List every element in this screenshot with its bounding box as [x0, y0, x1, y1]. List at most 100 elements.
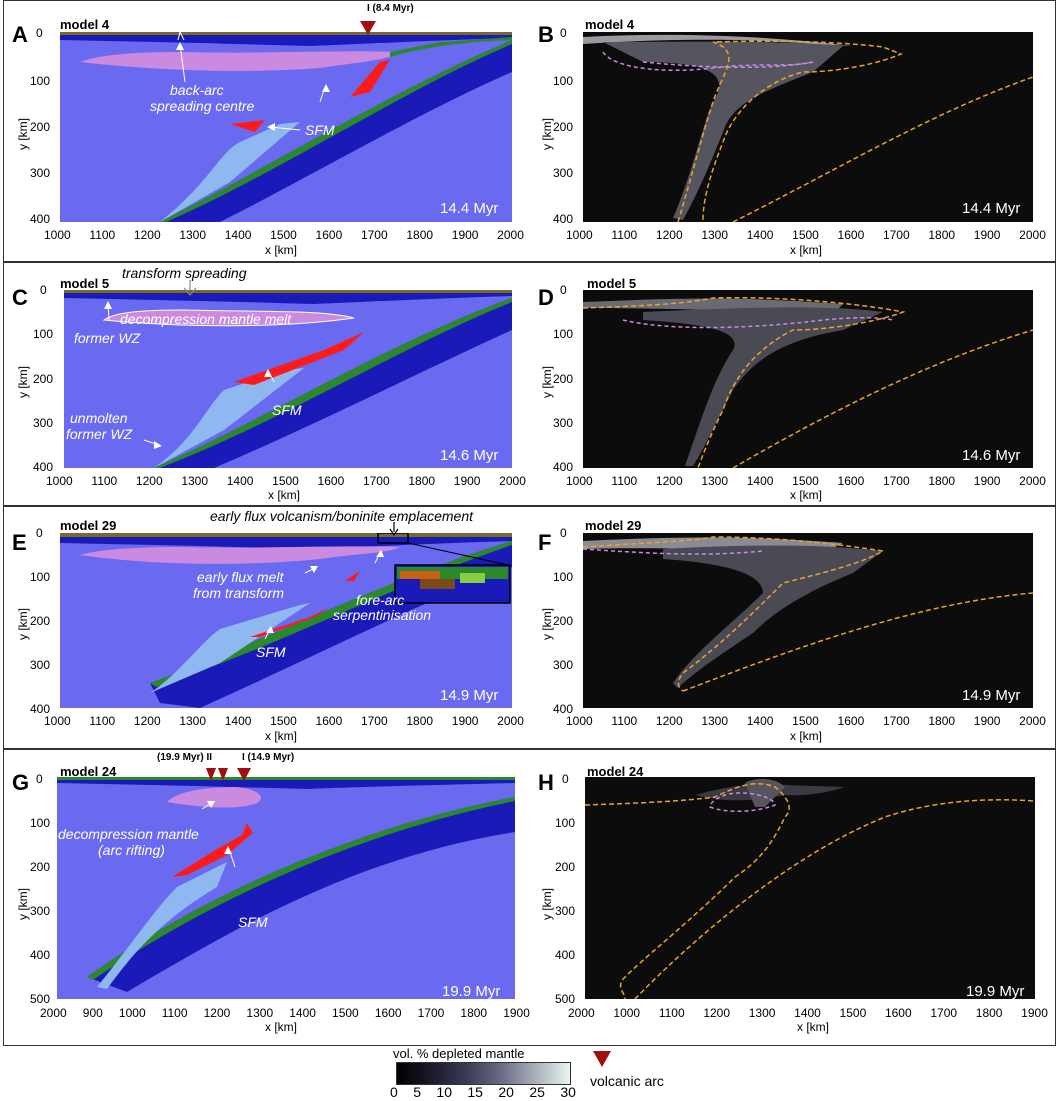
model-label-g: model 24: [60, 764, 117, 779]
xtick: 1100: [611, 228, 638, 242]
xtick: 1900: [503, 1006, 530, 1020]
ytick-b-1: 100: [553, 74, 574, 88]
ylabel-h: y [km]: [540, 888, 554, 920]
arrow-e-flux: [389, 522, 399, 536]
ytick-a-4: 400: [30, 212, 51, 226]
xlabel-e: x [km]: [265, 729, 297, 743]
xlabel-b: x [km]: [790, 243, 822, 257]
ylabel-f: y [km]: [540, 608, 554, 640]
model-label-h: model 24: [587, 764, 644, 779]
xtick: 1700: [417, 1006, 445, 1020]
xtick: 1000: [566, 714, 593, 728]
ytick-e-3: 300: [30, 658, 51, 672]
ytick-b-4: 400: [553, 212, 574, 226]
xtick: 1500: [270, 714, 297, 728]
panel-e-plot: [60, 533, 512, 708]
time-b: 14.4 Myr: [962, 200, 1021, 217]
time-h: 19.9 Myr: [966, 983, 1025, 1000]
cb-tick: 20: [498, 1084, 514, 1100]
xtick: 1300: [748, 1006, 776, 1020]
xtick: 1400: [746, 228, 774, 242]
model-label-f: model 29: [585, 518, 642, 533]
ytick-f-2: 200: [553, 614, 574, 628]
xlabel-a: x [km]: [265, 243, 297, 257]
time-a: 14.4 Myr: [440, 200, 499, 217]
ann-e-transform: from transform: [193, 585, 285, 601]
xtick: 1500: [270, 228, 297, 242]
xtick: 1200: [133, 228, 161, 242]
panel-c-plot: [64, 290, 512, 468]
xticks-h: 2000 1000 1100 1200 1300 1400 1500 1600 1700 1800…: [568, 1006, 1048, 1020]
model-label-d: model 5: [587, 276, 637, 291]
arc-label-g-ii: (19.9 Myr) II: [157, 752, 213, 763]
xtick: 1800: [406, 714, 434, 728]
arc-label-g-i: I (14.9 Myr): [242, 752, 295, 763]
xtick: 1000: [613, 1006, 641, 1020]
xtick: 2000: [40, 1006, 67, 1020]
panel-d-plot: [583, 290, 1033, 468]
panel-h-plot: [585, 777, 1035, 999]
xtick: 1800: [928, 714, 956, 728]
panel-letter-h: H: [538, 770, 554, 795]
ytick-e-0: 0: [36, 526, 43, 540]
xtick: 1900: [973, 228, 1001, 242]
xticks-a: 1000 1100 1200 1300 1400 1500 1600 1700 1800 1900…: [44, 228, 524, 242]
panel-letter-b: B: [538, 22, 554, 47]
xtick: 1700: [930, 1006, 958, 1020]
ytick-d-2: 200: [553, 372, 574, 386]
ytick-c-0: 0: [40, 283, 47, 297]
xtick: 1700: [882, 714, 910, 728]
ann-g-rifting: (arc rifting): [98, 842, 165, 858]
xtick: 1400: [224, 228, 252, 242]
ylabel-a: y [km]: [16, 118, 30, 150]
xtick: 1900: [453, 474, 481, 488]
cb-tick: 5: [413, 1084, 421, 1100]
xtick: 1600: [374, 1006, 402, 1020]
arc-label-a: I (8.4 Myr): [367, 3, 414, 14]
xticks-d: 1000 1100 1200 1300 1400 1500 1600 1700 1800 1900…: [566, 474, 1046, 488]
cb-tick: 15: [467, 1084, 483, 1100]
ytick-h-0: 0: [562, 772, 569, 786]
ytick-e-2: 200: [30, 614, 51, 628]
xtick: 1600: [884, 1006, 912, 1020]
xtick: 1900: [973, 474, 1001, 488]
panel-letter-f: F: [538, 530, 552, 555]
ann-c-unmolten: unmolten: [70, 410, 128, 426]
xtick: 1300: [179, 228, 207, 242]
xtick: 1500: [332, 1006, 359, 1020]
xtick: 1800: [406, 228, 434, 242]
panel-letter-c: C: [12, 285, 28, 310]
ytick-f-0: 0: [560, 526, 567, 540]
panel-g-plot: [57, 777, 515, 999]
ytick-d-4: 400: [553, 460, 574, 474]
ann-c-former-wz2: former WZ: [66, 426, 133, 442]
arc-marker-g-i: [237, 768, 251, 781]
row-frame-4: [3, 749, 1056, 1046]
xtick: 1500: [272, 474, 299, 488]
xlabel-g: x [km]: [265, 1020, 297, 1034]
ytick-a-1: 100: [30, 74, 51, 88]
xtick: 1300: [181, 474, 209, 488]
xticks-c: 1000 1100 1200 1300 1400 1500 1600 1700 1800 1900…: [46, 474, 526, 488]
cb-tick: 30: [560, 1084, 576, 1100]
xtick: 1900: [973, 714, 1001, 728]
ylabel-b: y [km]: [540, 118, 554, 150]
ytick-b-0: 0: [560, 26, 567, 40]
ytick-b-2: 200: [553, 120, 574, 134]
xtick: 1200: [655, 474, 683, 488]
ann-c-decomp: decompression mantle melt: [120, 311, 292, 327]
volcanic-arc-icon: [593, 1051, 611, 1067]
xtick: 1000: [566, 228, 593, 242]
xtick: 1100: [91, 474, 118, 488]
colorbar: [396, 1062, 571, 1085]
xtick: 2000: [499, 474, 526, 488]
xtick: 1500: [792, 714, 819, 728]
xtick: 1000: [566, 474, 593, 488]
ytick-g-2: 200: [30, 860, 51, 874]
ytick-c-3: 300: [33, 416, 54, 430]
ann-e-sfm: SFM: [256, 644, 286, 660]
panel-a-plot: [60, 32, 512, 222]
ann-c-transform: transform spreading: [122, 265, 247, 281]
xticks-b: 1000 1100 1200 1300 1400 1500 1600 1700 1800 1900…: [566, 228, 1046, 242]
xtick: 1500: [792, 474, 819, 488]
